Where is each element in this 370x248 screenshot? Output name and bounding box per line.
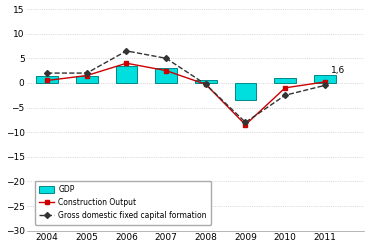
Bar	[195, 80, 217, 83]
Bar	[115, 66, 137, 83]
Bar	[274, 78, 296, 83]
Bar	[314, 75, 336, 83]
Bar	[36, 76, 58, 83]
Bar	[155, 68, 177, 83]
Bar	[76, 76, 98, 83]
Text: 1,6: 1,6	[331, 65, 345, 75]
Legend: GDP, Construction Output, Gross domestic fixed capital formation: GDP, Construction Output, Gross domestic…	[34, 181, 211, 225]
Bar	[235, 83, 256, 100]
